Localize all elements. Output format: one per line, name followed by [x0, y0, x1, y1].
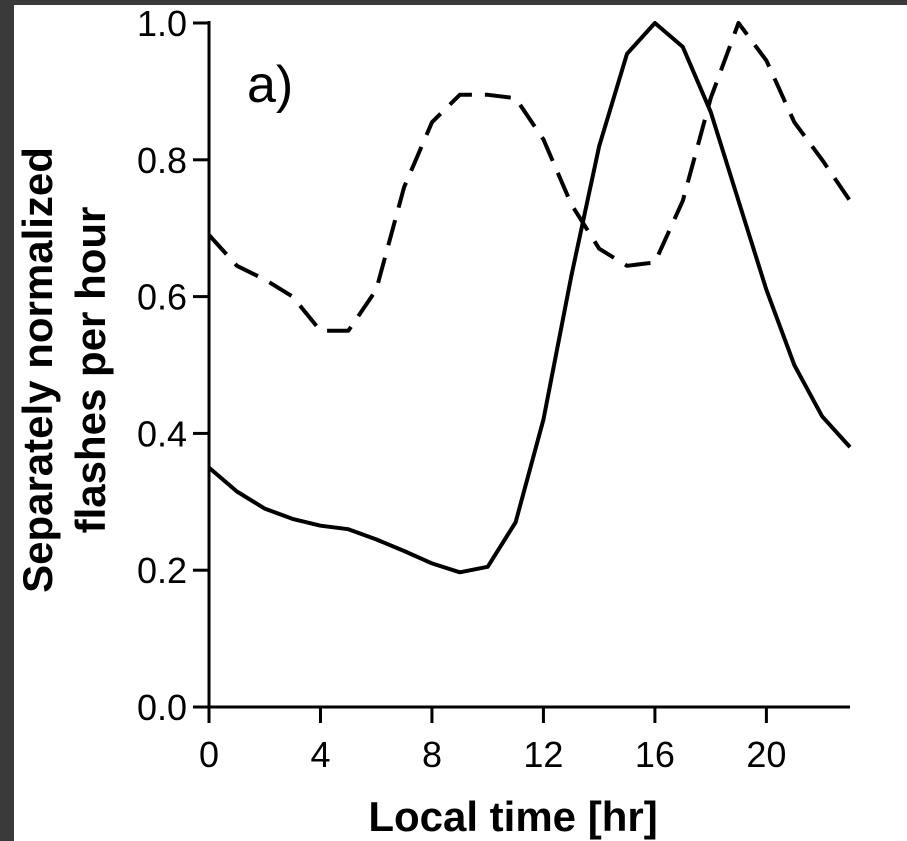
axes-layer — [207, 21, 850, 709]
series-layer — [207, 21, 852, 575]
y-axis-title: Separately normalized flashes per hour — [14, 147, 114, 593]
ticks-layer: 0.0 0.2 0.4 0.6 0.8 1.0 0 4 8 12 16 20 — [137, 3, 786, 775]
y-tick-label: 0.4 — [137, 413, 187, 454]
x-tick-label: 20 — [746, 734, 786, 775]
x-tick-label: 0 — [199, 734, 219, 775]
y-tick-label: 0.8 — [137, 140, 187, 181]
y-tick-label: 0.6 — [137, 277, 187, 318]
series-line-dashed — [207, 21, 852, 333]
x-tick-label: 12 — [523, 734, 563, 775]
y-tick-label: 0.2 — [137, 550, 187, 591]
y-tick-label: 1.0 — [137, 3, 187, 44]
figure-frame — [14, 5, 907, 841]
x-axis-title: Local time [hr] — [368, 793, 657, 840]
x-tick-label: 4 — [310, 734, 330, 775]
x-tick-label: 16 — [635, 734, 675, 775]
y-axis-title-line1: Separately normalized — [14, 147, 61, 593]
y-axis-title-line2: flashes per hour — [67, 207, 114, 534]
y-tick-label: 0.0 — [137, 687, 187, 728]
series-line-solid — [207, 21, 852, 575]
panel-label: a) — [247, 56, 293, 114]
x-tick-label: 8 — [422, 734, 442, 775]
